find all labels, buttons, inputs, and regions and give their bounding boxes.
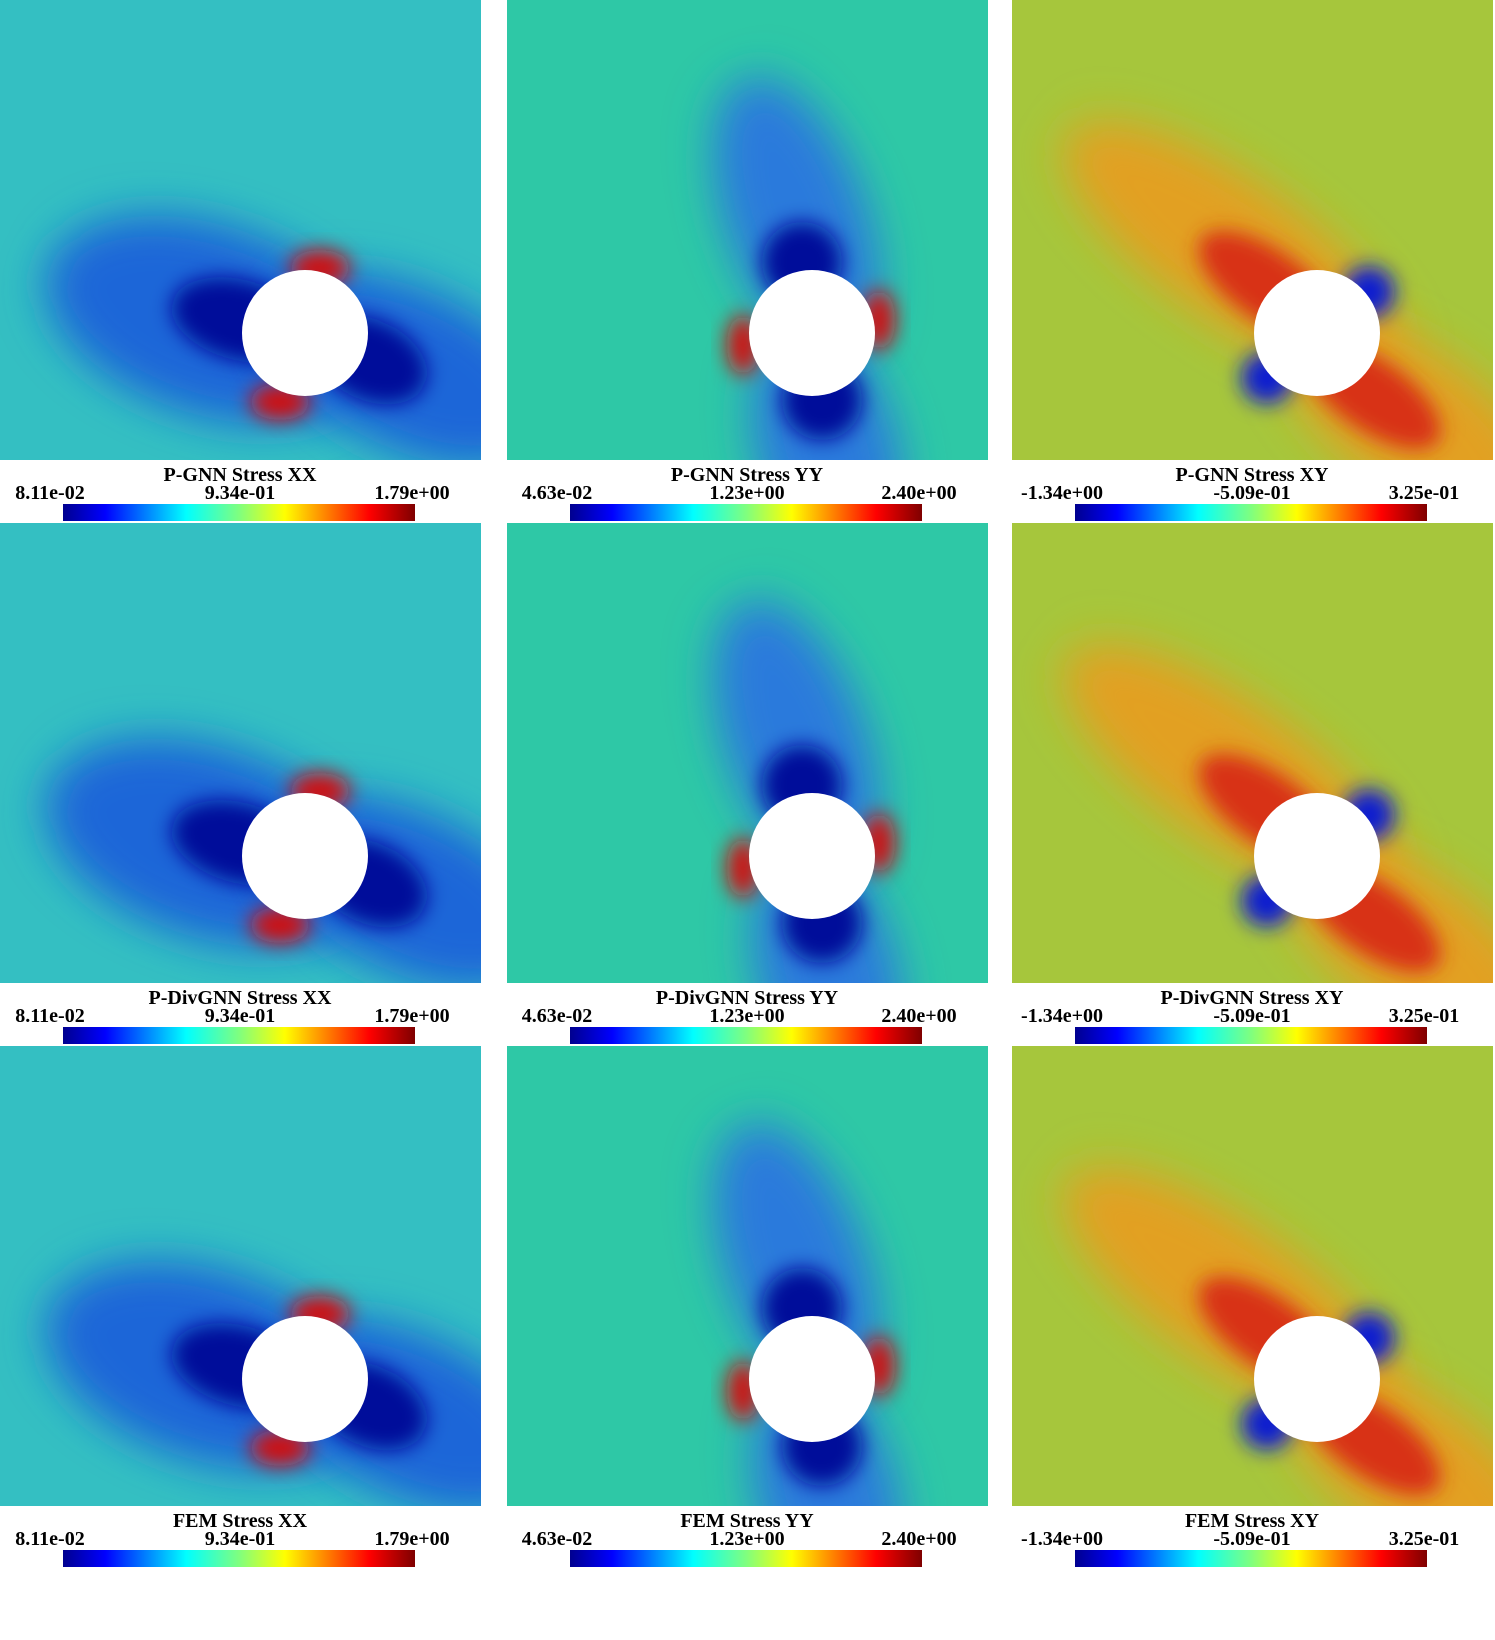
colorbar-label: 2.40e+00: [881, 482, 956, 504]
hole: [242, 1316, 368, 1442]
colorbar: [63, 504, 415, 521]
colorbar: [63, 1550, 415, 1567]
panel: FEM Stress XX 8.11e-02 9.34e-01 1.79e+00: [0, 1046, 481, 1567]
stress-field: [0, 0, 481, 460]
hole: [242, 793, 368, 919]
colorbar-label: 8.11e-02: [15, 482, 84, 504]
panel-title: P-DivGNN Stress XY: [1161, 987, 1345, 1009]
panel: FEM Stress YY 4.63e-02 1.23e+00 2.40e+00: [507, 1046, 988, 1567]
panel-title: FEM Stress YY: [680, 1510, 814, 1532]
colorbar-label: 3.25e-01: [1389, 482, 1460, 504]
panel-title: P-DivGNN Stress YY: [656, 987, 839, 1009]
stress-field: [1012, 0, 1493, 460]
colorbar: [1075, 1027, 1427, 1044]
hole: [749, 270, 875, 396]
colorbar-label: -5.09e-01: [1213, 482, 1290, 504]
hole: [1254, 1316, 1380, 1442]
colorbar-label: -5.09e-01: [1213, 1005, 1290, 1027]
colorbar-label: -1.34e+00: [1021, 1528, 1103, 1550]
panel: P-DivGNN Stress XX 8.11e-02 9.34e-01 1.79e+…: [0, 523, 481, 1044]
panel-title: P-DivGNN Stress XX: [149, 987, 333, 1009]
panel-title: FEM Stress XX: [173, 1510, 308, 1532]
colorbar-label: 1.79e+00: [374, 1528, 449, 1550]
colorbar-label: 1.79e+00: [374, 1005, 449, 1027]
stress-field: [1012, 523, 1493, 983]
colorbar-label: 4.63e-02: [522, 1005, 593, 1027]
colorbar-label: 2.40e+00: [881, 1005, 956, 1027]
colorbar-label: 8.11e-02: [15, 1005, 84, 1027]
panel: P-GNN Stress YY 4.63e-02 1.23e+00 2.40e+00: [507, 0, 988, 521]
colorbar-label: -1.34e+00: [1021, 482, 1103, 504]
hole: [749, 793, 875, 919]
stress-field: [507, 523, 988, 983]
colorbar-label: 1.23e+00: [709, 1528, 784, 1550]
stress-field: [0, 1046, 481, 1506]
colorbar: [570, 1550, 922, 1567]
panel-title: FEM Stress XY: [1185, 1510, 1320, 1532]
panel: P-GNN Stress XX 8.11e-02 9.34e-01 1.79e+00: [0, 0, 481, 521]
colorbar: [1075, 1550, 1427, 1567]
stress-field: [0, 523, 481, 983]
colorbar-label: 9.34e-01: [205, 1005, 276, 1027]
colorbar-label: 2.40e+00: [881, 1528, 956, 1550]
colorbar-label: 4.63e-02: [522, 482, 593, 504]
colorbar-label: 3.25e-01: [1389, 1005, 1460, 1027]
panel: P-DivGNN Stress XY -1.34e+00 -5.09e-01 3.25…: [1012, 523, 1493, 1044]
colorbar-label: 1.23e+00: [709, 482, 784, 504]
panel: P-DivGNN Stress YY 4.63e-02 1.23e+00 2.40e+…: [507, 523, 988, 1044]
colorbar-label: 9.34e-01: [205, 1528, 276, 1550]
colorbar-label: 3.25e-01: [1389, 1528, 1460, 1550]
colorbar-label: -5.09e-01: [1213, 1528, 1290, 1550]
colorbar: [63, 1027, 415, 1044]
hole: [1254, 270, 1380, 396]
hole: [242, 270, 368, 396]
colorbar-label: 4.63e-02: [522, 1528, 593, 1550]
stress-field: [507, 1046, 988, 1506]
stress-field: [507, 0, 988, 460]
panel-title: P-GNN Stress XX: [164, 464, 318, 486]
hole: [1254, 793, 1380, 919]
colorbar: [570, 504, 922, 521]
colorbar-label: 1.79e+00: [374, 482, 449, 504]
colorbar-label: 8.11e-02: [15, 1528, 84, 1550]
panel: FEM Stress XY -1.34e+00 -5.09e-01 3.25e-01: [1012, 1046, 1493, 1567]
stress-field: [1012, 1046, 1493, 1506]
panel-title: P-GNN Stress XY: [1176, 464, 1330, 486]
panel: P-GNN Stress XY -1.34e+00 -5.09e-01 3.25e-0…: [1012, 0, 1493, 521]
hole: [749, 1316, 875, 1442]
colorbar-label: -1.34e+00: [1021, 1005, 1103, 1027]
colorbar-label: 9.34e-01: [205, 482, 276, 504]
panel-title: P-GNN Stress YY: [671, 464, 824, 486]
colorbar: [570, 1027, 922, 1044]
colorbar-label: 1.23e+00: [709, 1005, 784, 1027]
colorbar: [1075, 504, 1427, 521]
